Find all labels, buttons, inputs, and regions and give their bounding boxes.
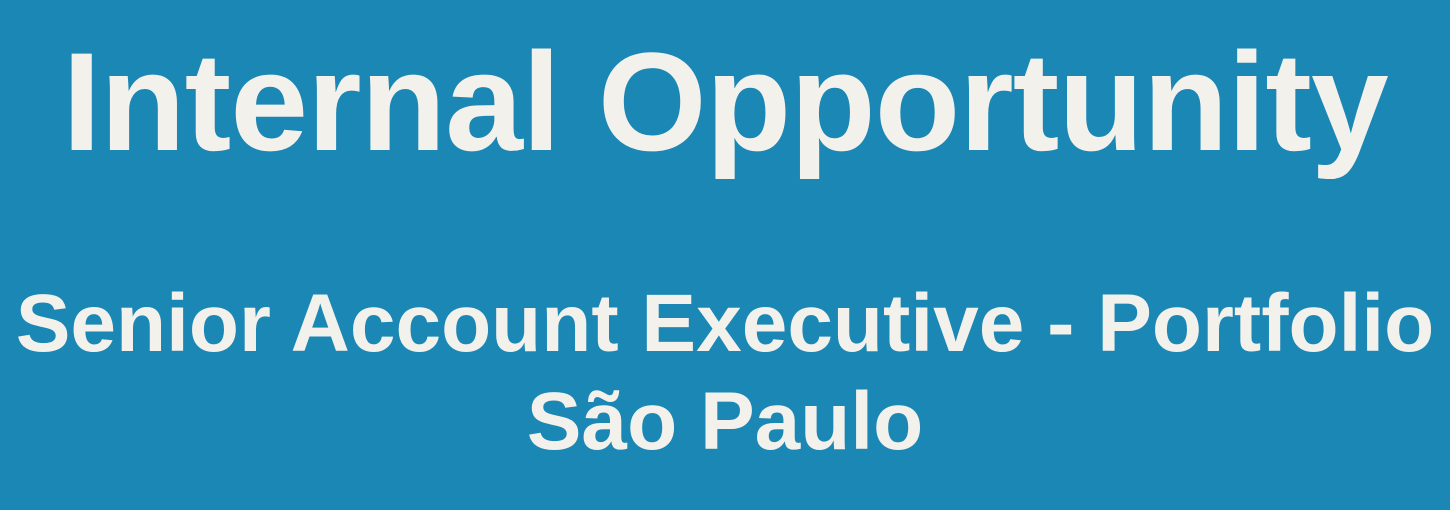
banner-title: Internal Opportunity [62, 23, 1389, 180]
job-role-title: Senior Account Executive - Portfolio [15, 278, 1435, 369]
job-location: São Paulo [526, 376, 924, 467]
